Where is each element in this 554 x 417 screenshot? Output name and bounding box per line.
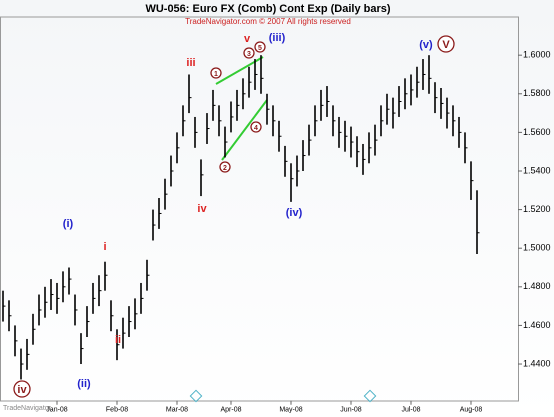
x-tick-label: Feb-08 [106,407,128,414]
annotation: (v) [419,39,433,51]
x-tick-label: May-08 [279,407,302,414]
annotation-circle [13,380,31,398]
annotation-circle [243,47,255,59]
annotation: iii [186,57,195,69]
annotation: i [103,241,106,253]
annotation-circle [250,121,262,133]
x-tick-label: Jul-08 [401,407,420,414]
annotation-circle [219,161,231,173]
diamond-icon [189,389,377,403]
x-tick-label: Mar-08 [166,407,188,414]
annotation: 3 [247,51,251,58]
annotation: v [244,33,251,45]
annotation: ii [115,334,121,346]
watermark: TradeNavigator [3,405,52,412]
annotation: 4 [254,125,258,132]
annotation: V [442,39,450,51]
x-tick-label: Jan-08 [46,407,68,414]
annotation: 5 [258,45,262,52]
x-tick-label: Jun-08 [340,407,362,414]
y-tick-label: 1.5000 [523,243,551,253]
y-tick-label: 1.5400 [523,165,551,175]
annotation-circle [210,67,222,79]
annotation: iv [17,384,27,396]
annotation: (i) [63,218,74,230]
trend-line [221,99,268,161]
annotation: 2 [223,165,227,172]
y-tick-label: 1.6000 [523,50,551,60]
plot-frame [0,16,519,402]
x-tick-label: Apr-08 [220,407,241,414]
annotation: iv [197,203,207,215]
y-tick-label: 1.4400 [523,358,551,368]
chart-subtitle: TradeNavigator.com © 2007 All rights res… [185,17,351,26]
annotation: (iv) [286,207,303,219]
y-tick-label: 1.4800 [523,281,551,291]
y-tick-label: 1.5600 [523,127,551,137]
annotation-circle [254,41,266,53]
y-tick-label: 1.5800 [523,88,551,98]
annotation: (iii) [269,32,286,44]
annotation: (ii) [77,378,91,390]
y-tick-label: 1.4600 [523,320,551,330]
chart-title: WU-056: Euro FX (Comb) Cont Exp (Daily b… [145,3,390,15]
annotation-circle [437,35,455,53]
annotation: 1 [214,71,218,78]
x-tick-label: Aug-08 [460,407,483,414]
y-tick-label: 1.5200 [523,204,551,214]
